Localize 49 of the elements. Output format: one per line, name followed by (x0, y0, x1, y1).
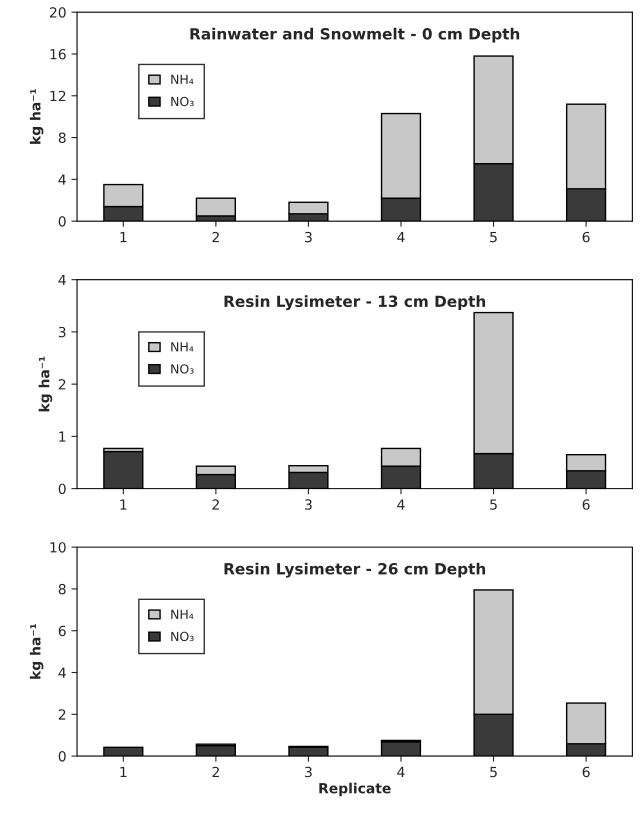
y-tick-label: 4 (58, 174, 66, 185)
x-tick-label: 4 (397, 232, 405, 242)
y-axis-title: kg ha⁻¹ (38, 356, 52, 412)
y-tick-label: 3 (58, 326, 66, 338)
y-tick-label: 8 (58, 584, 66, 594)
x-tick-label: 5 (490, 499, 497, 510)
x-tick-label: 6 (582, 232, 590, 242)
x-tick-label: 4 (397, 499, 405, 510)
legend-label: NO₃ (171, 96, 194, 106)
y-tick-label: 4 (58, 274, 66, 285)
text: Rainwater and Snowmelt - 0 cm Depth (190, 28, 520, 43)
y-tick-label: 8 (58, 132, 66, 144)
x-tick-label: 4 (397, 766, 405, 778)
y-tick-label: 12 (50, 90, 66, 102)
text: Resin Lysimeter - 13 cm Depth (224, 295, 486, 310)
x-tick-label: 5 (490, 232, 497, 242)
y-tick-label: 2 (58, 379, 66, 390)
x-tick-label: 3 (305, 232, 312, 242)
y-tick-label: 10 (50, 542, 66, 553)
y-tick-label: 2 (58, 709, 66, 720)
y-tick-label: 0 (58, 216, 66, 227)
legend-label: NO₃ (171, 632, 194, 642)
x-axis-title: Replicate (319, 782, 391, 796)
x-tick-label: 2 (212, 766, 219, 778)
y-tick-label: 1 (59, 432, 66, 442)
x-tick-label: 1 (120, 499, 126, 510)
y-axis-title: kg ha⁻¹ (30, 624, 44, 679)
x-tick-label: 2 (212, 499, 219, 510)
x-tick-label: 6 (582, 766, 590, 778)
x-tick-label: 5 (490, 766, 497, 778)
x-tick-label: 1 (120, 232, 126, 242)
x-tick-label: 3 (305, 766, 312, 778)
legend-label: NH₄ (171, 610, 194, 619)
y-tick-label: 6 (58, 626, 66, 636)
y-tick-label: 0 (58, 484, 66, 494)
y-tick-label: 4 (58, 668, 66, 678)
text: Resin Lysimeter - 26 cm Depth (224, 562, 486, 578)
x-tick-label: 1 (120, 766, 126, 778)
y-axis-title: kg ha⁻¹ (30, 89, 44, 144)
y-tick-label: 16 (50, 48, 66, 60)
y-tick-label: 20 (50, 7, 66, 18)
x-tick-label: 6 (582, 499, 590, 510)
bar (196, 197, 236, 217)
x-tick-label: 2 (212, 232, 219, 242)
legend-label: NH₄ (171, 342, 194, 352)
legend-label: NO₃ (171, 364, 194, 374)
y-tick-label: 0 (58, 751, 66, 762)
x-tick-label: 3 (305, 499, 312, 510)
legend-label: NH₄ (171, 74, 194, 84)
